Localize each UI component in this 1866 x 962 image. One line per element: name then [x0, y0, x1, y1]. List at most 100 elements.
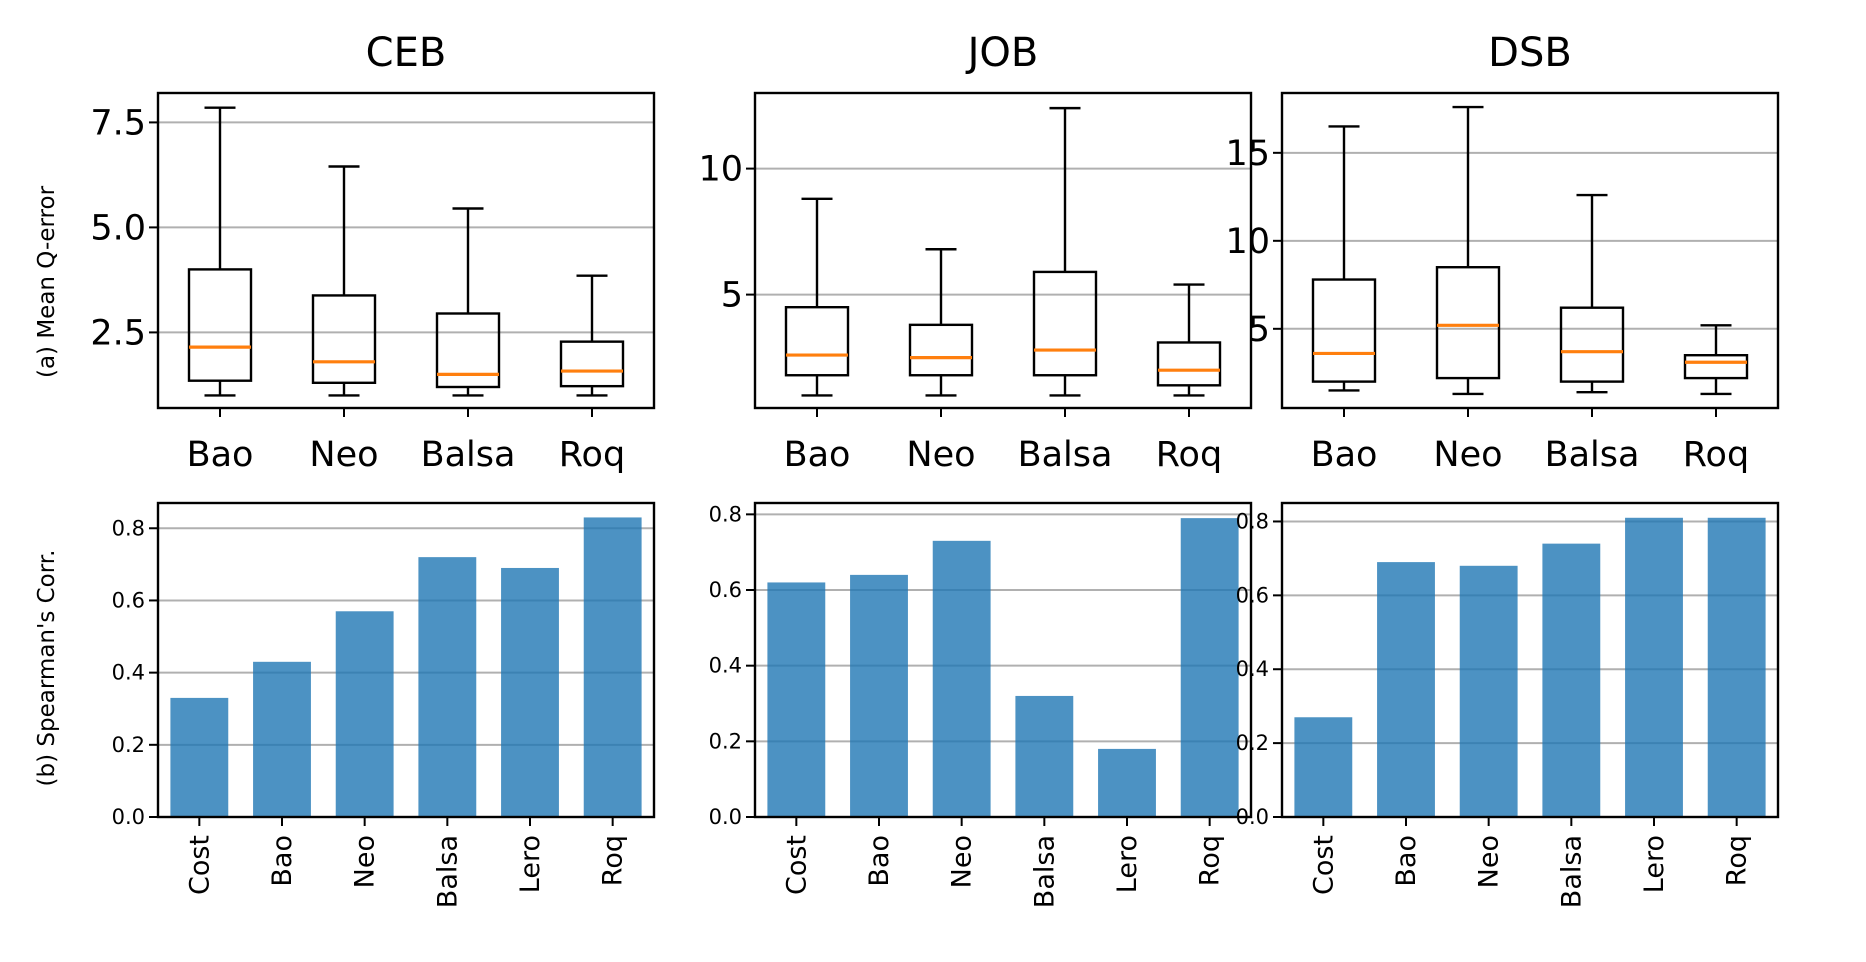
bar-balsa: [1015, 695, 1074, 817]
box-body: [311, 294, 377, 385]
bar-lero: [501, 567, 559, 817]
box-body: [187, 268, 253, 382]
box-neo: [311, 165, 377, 397]
x-tick-label: Balsa: [1018, 435, 1113, 475]
box-body: [1032, 270, 1098, 377]
x-tick-label: Balsa: [421, 435, 516, 475]
x-tick-label: Balsa: [1556, 835, 1587, 908]
x-tick-label: Lero: [1639, 835, 1670, 893]
y-tick-label: 10: [1225, 222, 1270, 262]
x-tick-label: Cost: [1308, 835, 1339, 895]
y-tick-label: 0.0: [112, 805, 145, 829]
bar-roq: [1180, 518, 1239, 817]
axes-frame: [753, 501, 1253, 819]
box-body: [1156, 341, 1222, 387]
box-roq: [1683, 324, 1749, 396]
x-tick-label: Bao: [784, 435, 851, 475]
axes-frame: [753, 91, 1253, 410]
bar-cost: [170, 697, 229, 817]
bar-bao: [1377, 562, 1435, 817]
bar-neo: [932, 540, 991, 817]
box-body: [435, 312, 501, 389]
x-tick-label: Neo: [350, 835, 381, 888]
x-tick-label: Cost: [781, 835, 812, 895]
y-tick-label: 5: [1248, 310, 1270, 350]
x-tick-label: Neo: [309, 435, 378, 475]
panel-a-ceb: CEB 2.5 5.0 7.5 Bao Neo Balsa Roq: [90, 30, 656, 475]
bar-bao: [253, 661, 311, 817]
y-tick-label: 2.5: [90, 313, 146, 353]
y-tick-label: 0.8: [1236, 509, 1269, 533]
chart-title: DSB: [1488, 30, 1572, 76]
x-tick-label: Neo: [947, 835, 978, 888]
box-roq: [1156, 283, 1222, 397]
y-tick-label: 0.4: [112, 661, 145, 685]
y-tick-label: 7.5: [90, 103, 146, 143]
x-tick-label: Balsa: [1545, 435, 1640, 475]
panel-a-job: JOB 5 10 Bao Neo Balsa Roq: [698, 30, 1253, 475]
box-bao: [187, 106, 253, 397]
box-bao: [784, 197, 850, 397]
box-neo: [908, 248, 974, 397]
box-body: [1435, 266, 1501, 380]
y-tick-label: 0.2: [709, 729, 742, 753]
bar-roq: [1707, 517, 1766, 817]
row-b-ylabel: (b) Spearman's Corr.: [34, 550, 60, 787]
y-tick-label: 0.6: [112, 588, 145, 612]
box-neo: [1435, 105, 1501, 396]
axes-frame: [1280, 501, 1780, 819]
y-tick-label: 0.4: [1236, 657, 1269, 681]
y-tick-label: 15: [1225, 134, 1270, 174]
panel-b-ceb: 0.0 0.2 0.4 0.6 0.8 Cost Bao Neo Balsa Lero Roq: [112, 501, 656, 908]
chart-title: JOB: [965, 30, 1039, 76]
x-tick-label: Lero: [515, 835, 546, 893]
box-bao: [1311, 125, 1377, 392]
bar-neo: [1459, 565, 1518, 817]
y-tick-label: 0.0: [1236, 805, 1269, 829]
bar-neo: [335, 611, 394, 817]
y-tick-label: 0.0: [709, 805, 742, 829]
x-tick-label: Bao: [267, 835, 298, 887]
x-tick-label: Neo: [1433, 435, 1502, 475]
y-tick-label: 0.2: [112, 733, 145, 757]
y-tick-label: 0.8: [709, 502, 742, 526]
y-tick-label: 0.4: [709, 654, 742, 678]
box-body: [1683, 354, 1749, 380]
box-balsa: [1559, 193, 1625, 394]
panels: CEB 2.5 5.0 7.5 Bao Neo Balsa Roq JOB 5 10 Bao Neo Ba…: [90, 30, 1780, 908]
bar-balsa: [418, 557, 477, 817]
bar-lero: [1098, 748, 1156, 817]
bar-balsa: [1542, 543, 1601, 817]
x-tick-label: Bao: [1311, 435, 1378, 475]
y-tick-label: 0.8: [112, 516, 145, 540]
x-tick-label: Bao: [1391, 835, 1422, 887]
y-tick-label: 0.6: [709, 578, 742, 602]
x-tick-label: Bao: [864, 835, 895, 887]
x-tick-label: Cost: [184, 835, 215, 895]
y-tick-label: 0.6: [1236, 583, 1269, 607]
x-tick-label: Roq: [1195, 835, 1226, 886]
x-tick-label: Balsa: [1029, 835, 1060, 908]
x-tick-label: Roq: [1156, 435, 1222, 475]
box-balsa: [435, 207, 501, 397]
box-body: [784, 306, 850, 377]
axes-frame: [156, 501, 656, 819]
axes-frame: [1280, 91, 1780, 410]
y-tick-label: 10: [698, 150, 743, 190]
box-body: [1311, 278, 1377, 383]
row-a-ylabel: (a) Mean Q-error: [34, 185, 60, 378]
y-tick-label: 0.2: [1236, 731, 1269, 755]
bar-bao: [850, 574, 908, 817]
box-balsa: [1032, 106, 1098, 397]
box-body: [1559, 306, 1625, 383]
bar-cost: [1294, 717, 1353, 817]
panel-b-dsb: 0.0 0.2 0.4 0.6 0.8 Cost Bao Neo Balsa Lero Roq: [1236, 501, 1780, 908]
x-tick-label: Neo: [906, 435, 975, 475]
x-tick-label: Roq: [559, 435, 625, 475]
chart-title: CEB: [366, 30, 447, 76]
bar-cost: [767, 582, 826, 817]
box-roq: [559, 274, 625, 397]
x-tick-label: Bao: [187, 435, 254, 475]
x-tick-label: Neo: [1474, 835, 1505, 888]
